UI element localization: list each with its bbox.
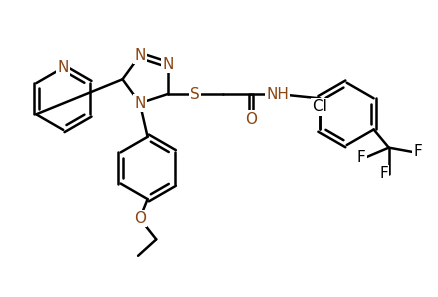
Text: N: N bbox=[134, 48, 145, 63]
Text: F: F bbox=[379, 166, 388, 181]
Text: N: N bbox=[134, 96, 145, 111]
Text: O: O bbox=[245, 112, 257, 127]
Text: F: F bbox=[357, 150, 365, 165]
Text: O: O bbox=[134, 211, 146, 226]
Text: N: N bbox=[162, 57, 173, 72]
Text: Cl: Cl bbox=[312, 99, 327, 114]
Text: S: S bbox=[190, 86, 200, 102]
Text: N: N bbox=[57, 60, 69, 75]
Text: NH: NH bbox=[266, 86, 289, 102]
Text: F: F bbox=[413, 144, 422, 159]
